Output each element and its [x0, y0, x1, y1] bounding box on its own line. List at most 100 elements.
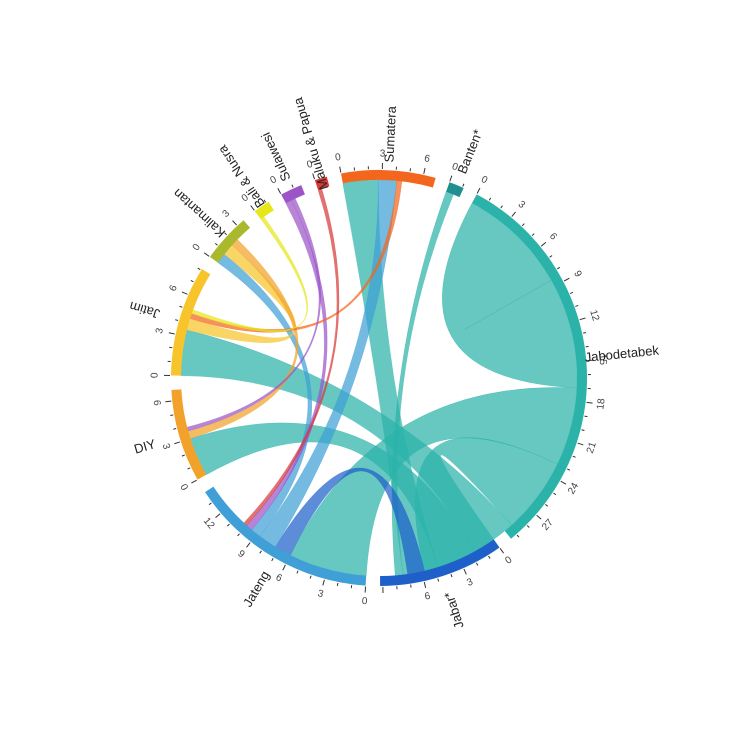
- tick-mark: [309, 575, 312, 579]
- tick-label: 6: [423, 153, 431, 165]
- tick-mark: [549, 255, 553, 258]
- tick-label: 18: [595, 398, 607, 411]
- tick-mark: [586, 401, 593, 404]
- tick-mark: [237, 533, 240, 537]
- group-arc-jateng: [205, 486, 367, 586]
- tick-mark: [168, 332, 175, 335]
- ribbon-sumatera-to-jatim: [189, 180, 403, 333]
- group-arc-diy: [171, 389, 207, 480]
- tick-mark: [437, 578, 440, 582]
- tick-mark: [563, 277, 570, 282]
- group-label-sulawesi: Sulawesi: [258, 130, 294, 184]
- group-arc-layer: [171, 170, 588, 586]
- tick-mark: [282, 564, 286, 571]
- tick-mark: [553, 492, 557, 496]
- tick-mark: [277, 188, 282, 194]
- tick-mark: [449, 175, 453, 182]
- tick-label: 3: [465, 576, 475, 588]
- tick-mark: [575, 304, 579, 307]
- group-label-banten: Banten*: [454, 127, 485, 176]
- tick-label: 12: [201, 516, 217, 532]
- tick-mark: [488, 197, 492, 201]
- tick-mark: [214, 242, 218, 246]
- tick-mark: [291, 184, 294, 188]
- tick-mark: [232, 220, 237, 226]
- tick-mark: [187, 467, 191, 470]
- tick-label: 12: [587, 309, 601, 323]
- tick-mark: [499, 548, 505, 554]
- tick-mark: [572, 455, 576, 458]
- tick-label: 0: [149, 372, 160, 378]
- tick-label: 0: [361, 596, 368, 607]
- tick-mark: [259, 550, 262, 554]
- group-arc-bali-nusra: [254, 201, 274, 220]
- tick-mark: [584, 415, 588, 418]
- group-arc-maluku-papua: [314, 176, 330, 190]
- tick-mark: [583, 332, 587, 334]
- tick-label: 0: [503, 554, 514, 566]
- tick-mark: [215, 513, 221, 519]
- group-arc-jatim: [171, 268, 211, 376]
- tick-mark: [197, 267, 201, 271]
- group-arc-sulawesi: [281, 185, 305, 204]
- group-arc-kalimantan: [209, 220, 251, 263]
- tick-label: 0: [306, 159, 315, 171]
- tick-label: 3: [380, 148, 386, 159]
- tick-mark: [560, 480, 567, 485]
- tick-label: 0: [334, 152, 342, 164]
- tick-mark: [191, 479, 197, 484]
- tick-mark: [208, 502, 212, 506]
- tick-mark: [250, 205, 255, 211]
- tick-mark: [516, 534, 520, 538]
- group-label-jatim: Jatim: [128, 299, 162, 322]
- tick-mark: [312, 173, 316, 180]
- tick-mark: [271, 557, 274, 562]
- tick-mark: [181, 291, 188, 295]
- group-label-maluku-papua: Maluku & Papua: [290, 95, 331, 192]
- tick-mark: [531, 233, 535, 237]
- ribbon-jabodetabek-to-jabodetabek: [441, 202, 578, 389]
- tick-mark: [296, 570, 299, 574]
- tick-mark: [536, 514, 542, 520]
- tick-mark: [540, 242, 547, 247]
- tick-mark: [423, 167, 426, 174]
- tick-mark: [226, 523, 230, 527]
- tick-mark: [450, 574, 453, 578]
- tick-mark: [581, 429, 585, 431]
- tick-mark: [476, 187, 481, 194]
- tick-mark: [500, 205, 503, 209]
- tick-mark: [336, 582, 339, 586]
- ribbon-bali-nusra-to-jatim: [191, 216, 308, 333]
- tick-mark: [511, 211, 516, 217]
- tick-mark: [224, 232, 228, 236]
- tick-label: 15: [596, 353, 608, 365]
- tick-label: 6: [547, 231, 559, 243]
- tick-label: 24: [566, 481, 581, 496]
- tick-mark: [174, 441, 181, 445]
- tick-mark: [526, 525, 530, 528]
- group-label-diy: DIY: [132, 436, 157, 457]
- tick-mark: [577, 442, 584, 446]
- tick-mark: [521, 223, 525, 227]
- tick-label: 0: [191, 242, 203, 253]
- tick-label: 6: [424, 591, 432, 603]
- tick-label: 27: [540, 517, 556, 533]
- tick-mark: [179, 305, 183, 308]
- tick-mark: [557, 266, 561, 270]
- tick-label: 0: [269, 174, 279, 187]
- tick-label: 0: [177, 482, 190, 493]
- ribbon-layer: [180, 179, 578, 576]
- tick-mark: [203, 252, 210, 257]
- tick-mark: [246, 542, 251, 548]
- tick-mark: [569, 291, 574, 294]
- group-arc-jabar: [380, 539, 500, 586]
- tick-label: 3: [160, 442, 172, 451]
- tick-label: 3: [154, 327, 166, 335]
- ribbon-jabodetabek-to-banten: [391, 191, 454, 576]
- group-label-jabar: Jabar*: [441, 590, 467, 630]
- group-arc-banten: [446, 182, 464, 198]
- tick-label: 3: [516, 199, 528, 211]
- ribbon-jateng-to-sumatera: [259, 179, 397, 548]
